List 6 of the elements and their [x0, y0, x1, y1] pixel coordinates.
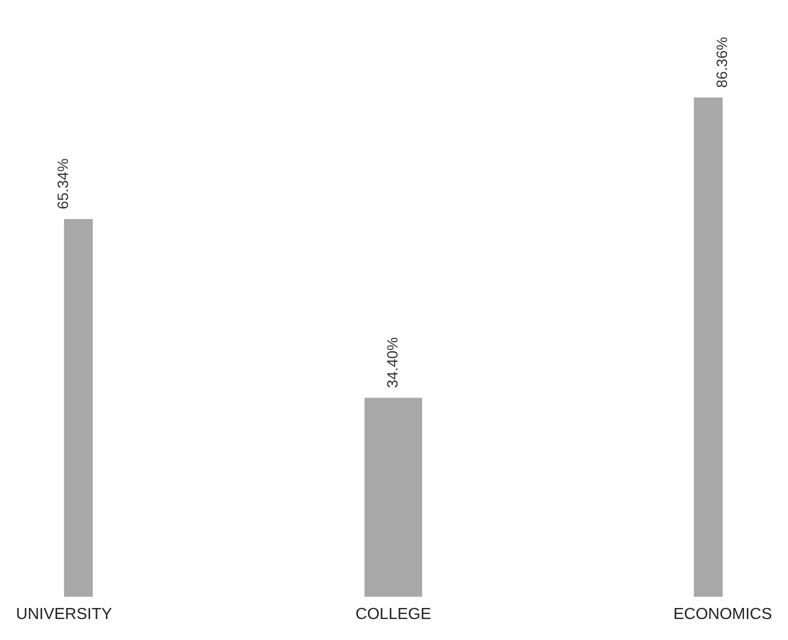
x-tick-label: UNIVERSITY: [16, 606, 112, 623]
data-label: 65.34%: [55, 158, 72, 210]
data-label: 86.36%: [714, 36, 731, 88]
data-label: 34.40%: [384, 337, 402, 388]
x-tick-label: COLLEGE: [356, 606, 432, 623]
x-tick-label: ECONOMICS: [673, 606, 772, 623]
